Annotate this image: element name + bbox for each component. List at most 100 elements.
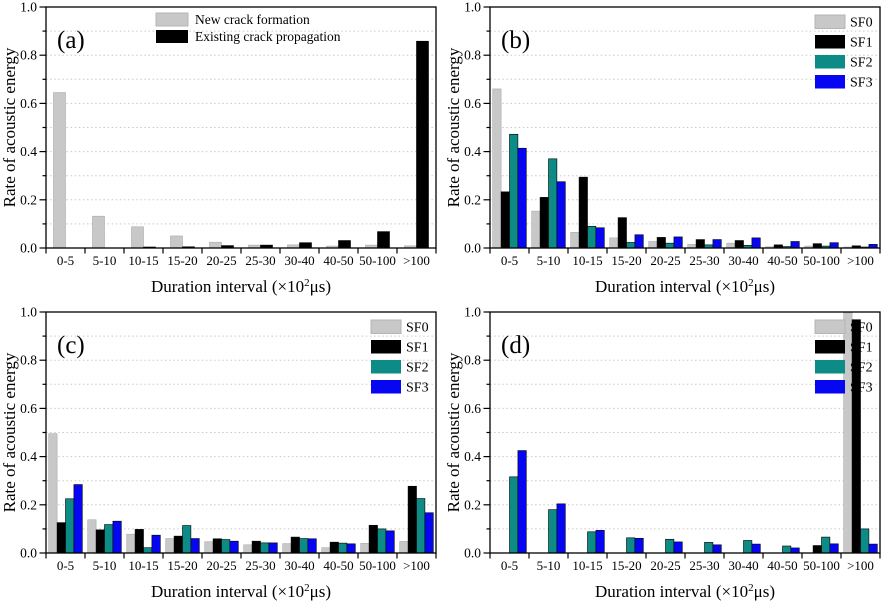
x-tick-label: 50-100: [803, 558, 840, 573]
legend-swatch: [156, 30, 188, 43]
x-tick-label: 15-20: [167, 253, 197, 268]
bar-sf2-25-30: [260, 542, 270, 554]
bar-sf3->100: [424, 512, 434, 554]
legend: New crack formation Existing crack propag…: [155, 12, 341, 44]
bar-existing-crack-propagation->100: [416, 40, 429, 249]
bar-sf3-5-10: [112, 520, 122, 554]
bar-sf1-5-10: [95, 529, 105, 554]
bar-sf3-0-5: [517, 147, 527, 249]
x-tick-label: 0-5: [501, 253, 518, 268]
bar-sf3-40-50: [346, 543, 356, 554]
chart-panel-b: 0.0 0.2 0.4 0.6 0.8 1.0 0-5 5-10 10-15 15-20 20-25…: [444, 0, 888, 305]
bar-sf2-50-100: [377, 528, 387, 554]
legend-label: SF2: [850, 361, 873, 376]
bar-sf0-40-50: [321, 547, 331, 554]
y-tick-label: 0.6: [464, 401, 481, 416]
y-tick-label: 0.8: [464, 48, 481, 63]
bar-sf2-5-10: [104, 524, 114, 554]
bar-sf0-20-25: [648, 241, 658, 249]
bar-new-crack-formation-5-10: [92, 215, 105, 249]
bar-sf1-20-25: [656, 237, 666, 249]
legend-swatch: [814, 319, 846, 334]
y-axis-title: Rate of acoustic energy: [0, 352, 19, 512]
bar-sf1-50-100: [812, 243, 822, 249]
bar-sf3-20-25: [673, 236, 683, 249]
x-tick-label: 40-50: [767, 558, 797, 573]
bar-sf1-20-25: [212, 538, 222, 554]
legend-swatch: [815, 340, 845, 354]
bar-sf2-30-40: [299, 538, 309, 554]
bar-sf2-0-5: [509, 133, 519, 249]
bar-sf1-40-50: [329, 541, 339, 554]
chart-panel-c: 0.0 0.2 0.4 0.6 0.8 1.0 0-5 5-10 10-15 15-20 20-25…: [0, 305, 444, 610]
x-tick-label: 20-25: [206, 253, 236, 268]
x-tick-label: 20-25: [206, 558, 236, 573]
x-tick-label: 15-20: [611, 558, 641, 573]
x-tick-label: 40-50: [323, 253, 353, 268]
bar-sf1-50-100: [812, 545, 822, 554]
bar-sf3-50-100: [385, 530, 395, 554]
legend-label: SF2: [850, 56, 873, 71]
x-tick-label: 50-100: [359, 558, 396, 573]
x-axis: 0-5 5-10 10-15 15-20 20-25 25-30 30-40 40-50 50-…: [489, 248, 881, 268]
legend: SF0 SF1 SF2 SF3: [814, 319, 873, 396]
x-tick-label: 15-20: [611, 253, 641, 268]
legend-swatch: [371, 380, 401, 394]
bar-new-crack-formation-15-20: [170, 235, 183, 249]
y-tick-label: 0.2: [464, 192, 481, 207]
x-tick-label: 25-30: [689, 253, 719, 268]
y-tick-label: 0.4: [20, 144, 37, 159]
legend-label: SF1: [850, 36, 873, 51]
legend-label: Existing crack propagation: [195, 29, 341, 44]
bar-sf1-10-15: [134, 529, 144, 554]
bar-sf0-50-100: [360, 543, 370, 554]
x-axis: 0-5 5-10 10-15 15-20 20-25 25-30 30-40 40-50 50-…: [489, 553, 881, 573]
x-tick-label: 30-40: [284, 558, 314, 573]
y-tick-label: 0.6: [20, 401, 37, 416]
x-tick-label: 20-25: [650, 558, 680, 573]
y-tick-label: 0.4: [20, 449, 37, 464]
legend-label: SF1: [850, 341, 873, 356]
panel-label: (a): [57, 27, 85, 54]
legend-swatch: [815, 55, 845, 69]
bar-sf3-15-20: [190, 538, 200, 554]
bar-sf0-5-10: [87, 519, 97, 554]
x-tick-label: 5-10: [537, 558, 561, 573]
y-tick-label: 1.0: [464, 0, 481, 15]
bar-sf0->100: [399, 541, 409, 554]
gridlines: [46, 30, 436, 225]
bar-sf1-15-20: [617, 217, 627, 249]
legend-label: SF3: [850, 381, 873, 396]
bar-existing-crack-propagation-30-40: [299, 242, 312, 249]
bar-sf1-0-5: [56, 522, 66, 554]
y-tick-label: 1.0: [464, 305, 481, 320]
bar-existing-crack-propagation-50-100: [377, 231, 390, 249]
bar-sf3-10-15: [595, 227, 605, 249]
legend-label: SF3: [406, 381, 429, 396]
x-tick-label: 25-30: [245, 253, 275, 268]
bar-sf1-50-100: [368, 524, 378, 554]
bar-sf2-15-20: [626, 537, 636, 554]
y-tick-label: 0.8: [464, 353, 481, 368]
bar-sf1-5-10: [539, 197, 549, 249]
bar-existing-crack-propagation-40-50: [338, 240, 351, 249]
x-tick-label: >100: [403, 558, 430, 573]
bar-sf3-20-25: [673, 541, 683, 554]
bar-sf2-40-50: [782, 545, 792, 554]
bar-sf2-20-25: [665, 538, 675, 554]
bars: [492, 88, 878, 249]
legend-label: SF3: [850, 76, 873, 91]
x-tick-label: 10-15: [572, 558, 602, 573]
bar-sf2-10-15: [587, 531, 597, 554]
y-tick-label: 0.6: [464, 96, 481, 111]
bar-sf2-15-20: [182, 525, 192, 554]
bar-sf2-20-25: [665, 242, 675, 249]
x-tick-label: 5-10: [93, 558, 117, 573]
bar-sf0-30-40: [726, 242, 736, 249]
legend-label: SF0: [850, 321, 873, 336]
legend-label: SF0: [850, 16, 873, 31]
bar-sf3-10-15: [595, 530, 605, 554]
x-tick-label: 0-5: [501, 558, 518, 573]
bar-sf2->100: [860, 528, 870, 554]
